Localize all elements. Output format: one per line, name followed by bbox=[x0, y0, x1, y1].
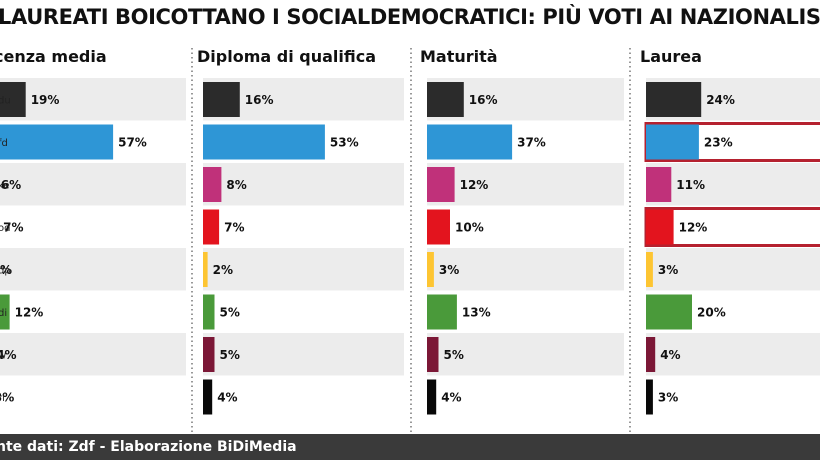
bar bbox=[427, 379, 437, 415]
row-shade bbox=[0, 163, 186, 206]
bar bbox=[203, 124, 325, 160]
data-label: 16% bbox=[245, 93, 274, 107]
data-label: 3% bbox=[658, 391, 678, 405]
bar bbox=[646, 379, 653, 415]
category-label: ke bbox=[0, 181, 10, 192]
data-label: 8% bbox=[226, 178, 246, 192]
data-label: 53% bbox=[330, 136, 359, 150]
row-shade bbox=[646, 248, 820, 291]
data-label: 16% bbox=[469, 93, 498, 107]
data-label: 37% bbox=[517, 136, 546, 150]
bar bbox=[203, 167, 222, 202]
data-label: 4% bbox=[217, 391, 237, 405]
row-shade bbox=[0, 78, 186, 121]
bar bbox=[203, 82, 240, 117]
row-shade bbox=[427, 163, 624, 206]
data-label: 3% bbox=[439, 263, 459, 277]
panel-title-3: Maturità bbox=[420, 47, 498, 66]
data-label: 5% bbox=[444, 348, 464, 362]
chart-title: LAUREATI BOICOTTANO I SOCIALDEMOCRATICI:… bbox=[0, 5, 820, 29]
bar bbox=[427, 124, 513, 160]
data-label: 4% bbox=[441, 391, 461, 405]
bar bbox=[646, 209, 674, 245]
data-label: 19% bbox=[31, 93, 60, 107]
bar bbox=[646, 82, 702, 117]
data-label: 7% bbox=[224, 221, 244, 235]
data-label: 6% bbox=[1, 178, 21, 192]
data-label: 3% bbox=[0, 391, 14, 405]
bar bbox=[203, 379, 213, 415]
bar bbox=[427, 337, 439, 372]
bar bbox=[203, 252, 208, 287]
panel-title-4: Laurea bbox=[640, 47, 702, 66]
data-label: 13% bbox=[462, 306, 491, 320]
bar bbox=[203, 294, 215, 330]
data-label: 57% bbox=[118, 136, 147, 150]
bar bbox=[646, 252, 653, 287]
category-label: w bbox=[0, 351, 6, 362]
row-shade bbox=[203, 333, 404, 376]
category-label: dp bbox=[0, 266, 11, 277]
data-label: 12% bbox=[679, 221, 708, 235]
bar bbox=[203, 337, 215, 372]
bar bbox=[646, 124, 699, 160]
data-label: 24% bbox=[706, 93, 735, 107]
row-shade bbox=[427, 333, 624, 376]
row-shade bbox=[427, 248, 624, 291]
data-label: 5% bbox=[220, 348, 240, 362]
bar bbox=[0, 124, 114, 160]
data-label: 2% bbox=[213, 263, 233, 277]
data-label: 4% bbox=[660, 348, 680, 362]
row-shade bbox=[646, 163, 820, 206]
row-shade bbox=[646, 333, 820, 376]
row-shade bbox=[203, 163, 404, 206]
source-footer: nte dati: Zdf - Elaborazione BiDiMedia bbox=[0, 434, 820, 460]
bar bbox=[427, 82, 464, 117]
data-label: 12% bbox=[15, 306, 44, 320]
category-label: od bbox=[0, 223, 10, 234]
panel-title-2: Diploma di qualifica bbox=[197, 47, 376, 66]
data-label: 5% bbox=[220, 306, 240, 320]
bar bbox=[0, 294, 10, 330]
data-label: 2% bbox=[0, 263, 12, 277]
category-label: ri bbox=[0, 393, 5, 404]
bar bbox=[427, 167, 455, 202]
row-shade bbox=[0, 333, 186, 376]
bar bbox=[646, 167, 672, 202]
row-shade bbox=[0, 248, 186, 291]
bar bbox=[646, 337, 656, 372]
data-label: 12% bbox=[460, 178, 489, 192]
data-label: 11% bbox=[676, 178, 705, 192]
row-shade bbox=[203, 248, 404, 291]
data-label: 7% bbox=[3, 221, 23, 235]
category-label: di bbox=[0, 308, 7, 319]
bar bbox=[203, 209, 220, 245]
data-label: 20% bbox=[697, 306, 726, 320]
data-label: 3% bbox=[658, 263, 678, 277]
data-label: 4% bbox=[0, 348, 17, 362]
category-label: du bbox=[0, 96, 11, 107]
bar bbox=[0, 82, 26, 117]
source-text: nte dati: Zdf - Elaborazione BiDiMedia bbox=[0, 439, 297, 455]
bar bbox=[427, 209, 450, 245]
data-label: 10% bbox=[455, 221, 484, 235]
data-label: 23% bbox=[704, 136, 733, 150]
bar bbox=[646, 294, 692, 330]
panel-title-1: cenza media bbox=[0, 47, 107, 66]
bar bbox=[427, 252, 434, 287]
bar bbox=[427, 294, 457, 330]
category-label: fd bbox=[0, 138, 8, 149]
